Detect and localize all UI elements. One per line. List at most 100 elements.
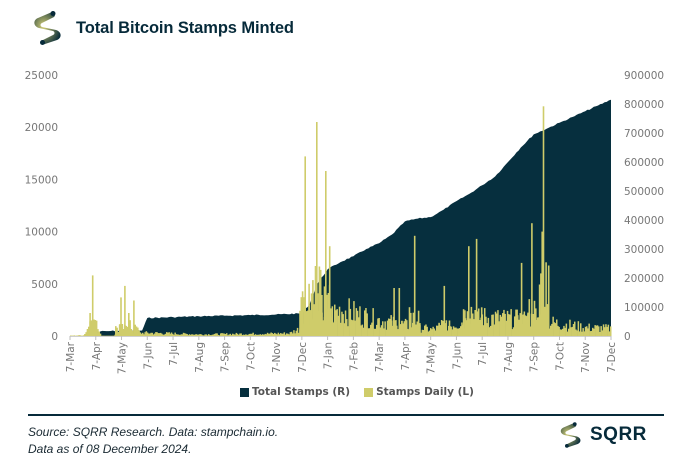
stamps-daily-spike (116, 327, 118, 336)
stamps-daily-bar (457, 328, 460, 336)
stamps-daily-bar (186, 334, 188, 336)
stamps-daily-bar (558, 326, 560, 336)
stamps-daily-spike (393, 326, 395, 336)
stamps-daily-bar (510, 309, 512, 336)
stamps-daily-bar (461, 322, 463, 336)
stamps-daily-spike (528, 299, 531, 336)
stamps-daily-bar (192, 334, 194, 336)
stamps-daily-spike (448, 320, 451, 336)
stamps-daily-bar (432, 326, 434, 336)
stamps-daily-bar (240, 333, 242, 336)
stamps-daily-bar (148, 333, 150, 336)
stamps-daily-spike (518, 319, 520, 336)
stamps-daily-bar (242, 334, 245, 336)
stamps-daily-bar (230, 335, 233, 336)
stamps-daily-bar (208, 334, 210, 336)
stamps-daily-bar (391, 325, 394, 336)
stamps-daily-bar (288, 334, 290, 336)
stamps-daily-spike (124, 328, 126, 336)
stamps-daily-spike (479, 321, 482, 336)
stamps-daily-spike (303, 323, 305, 336)
stamps-daily-bar (563, 325, 565, 336)
stamps-daily-bar (282, 333, 284, 336)
stamps-daily-bar (187, 335, 190, 336)
stamps-daily-bar (383, 328, 385, 336)
stamps-daily-spike (443, 285, 446, 336)
stamps-daily-spike (537, 321, 540, 336)
stamps-daily-bar (256, 334, 258, 336)
stamps-daily-bar (167, 332, 169, 336)
stamps-daily-spike (388, 326, 390, 336)
sqrr-logo-icon (34, 11, 61, 45)
stamps-daily-bar (420, 332, 422, 336)
stamps-daily-bar (83, 335, 85, 336)
stamps-daily-bar (592, 327, 594, 336)
stamps-daily-bar (454, 327, 456, 336)
stamps-daily-bar (605, 324, 607, 336)
stamps-daily-spike (520, 262, 523, 336)
stamps-daily-spike (142, 334, 144, 336)
x-tick-label: 7-Sep (529, 342, 541, 373)
stamps-daily-bar (572, 324, 575, 336)
stamps-daily-bar (458, 328, 461, 336)
stamps-daily-bar (241, 335, 244, 336)
legend-swatch-stamps-daily (364, 387, 374, 397)
stamps-daily-spike (130, 329, 133, 336)
stamps-daily-spike (323, 317, 326, 336)
y-right-tick-label: 400000 (624, 215, 664, 227)
stamps-daily-spike (524, 315, 527, 336)
stamps-daily-bar (70, 335, 72, 336)
stamps-daily-bar (491, 314, 493, 336)
stamps-daily-spike (331, 321, 334, 336)
stamps-daily-bar (486, 323, 488, 336)
stamps-daily-bar (359, 306, 361, 336)
stamps-daily-bar (271, 333, 274, 336)
stamps-daily-bar (404, 318, 407, 336)
stamps-daily-bar (514, 316, 516, 336)
stamps-daily-bar (352, 320, 354, 336)
x-tick-label: 7-Dec (297, 342, 309, 373)
stamps-daily-bar (228, 334, 230, 336)
stamps-daily-bar (149, 333, 151, 336)
stamps-daily-bar (496, 313, 498, 336)
legend-label-total-stamps: Total Stamps (R) (252, 386, 351, 398)
stamps-daily-bar (77, 335, 79, 336)
stamps-daily-spike (440, 320, 443, 336)
stamps-daily-spike (444, 326, 447, 336)
stamps-daily-bar (578, 331, 581, 336)
stamps-daily-bar (364, 310, 366, 336)
stamps-daily-bar (452, 326, 455, 336)
stamps-daily-spike (419, 325, 421, 336)
stamps-daily-spike (127, 326, 130, 336)
stamps-daily-bar (250, 333, 252, 336)
stamps-daily-bar (217, 334, 220, 336)
stamps-daily-bar (341, 311, 343, 336)
stamps-daily-bar (343, 323, 346, 336)
stamps-daily-bar (356, 310, 359, 336)
stamps-daily-bar (599, 332, 601, 336)
stamps-daily-bar (278, 334, 281, 336)
stamps-daily-bar (216, 333, 218, 336)
legend-label-stamps-daily: Stamps Daily (L) (376, 386, 474, 398)
stamps-daily-spike (516, 315, 519, 336)
stamps-daily-spike (91, 331, 94, 336)
stamps-daily-bar (337, 315, 340, 336)
stamps-daily-bar (386, 320, 389, 336)
stamps-daily-bar (221, 333, 223, 336)
stamps-daily-bar (553, 322, 556, 336)
y-right-tick-label: 900000 (624, 70, 664, 82)
stamps-daily-bar (402, 323, 404, 336)
stamps-daily-bar (374, 328, 377, 336)
stamps-daily-bar (199, 334, 202, 336)
stamps-daily-spike (326, 326, 328, 336)
stamps-daily-spike (545, 309, 547, 336)
stamps-daily-bar (223, 333, 226, 336)
stamps-daily-spike (394, 324, 397, 336)
stamps-daily-bar (212, 334, 215, 336)
stamps-daily-bar (361, 324, 364, 336)
stamps-daily-bar (284, 334, 287, 336)
stamps-daily-bar (589, 331, 592, 336)
stamps-daily-bar (226, 333, 228, 336)
stamps-daily-spike (332, 324, 335, 336)
stamps-daily-spike (536, 325, 538, 336)
